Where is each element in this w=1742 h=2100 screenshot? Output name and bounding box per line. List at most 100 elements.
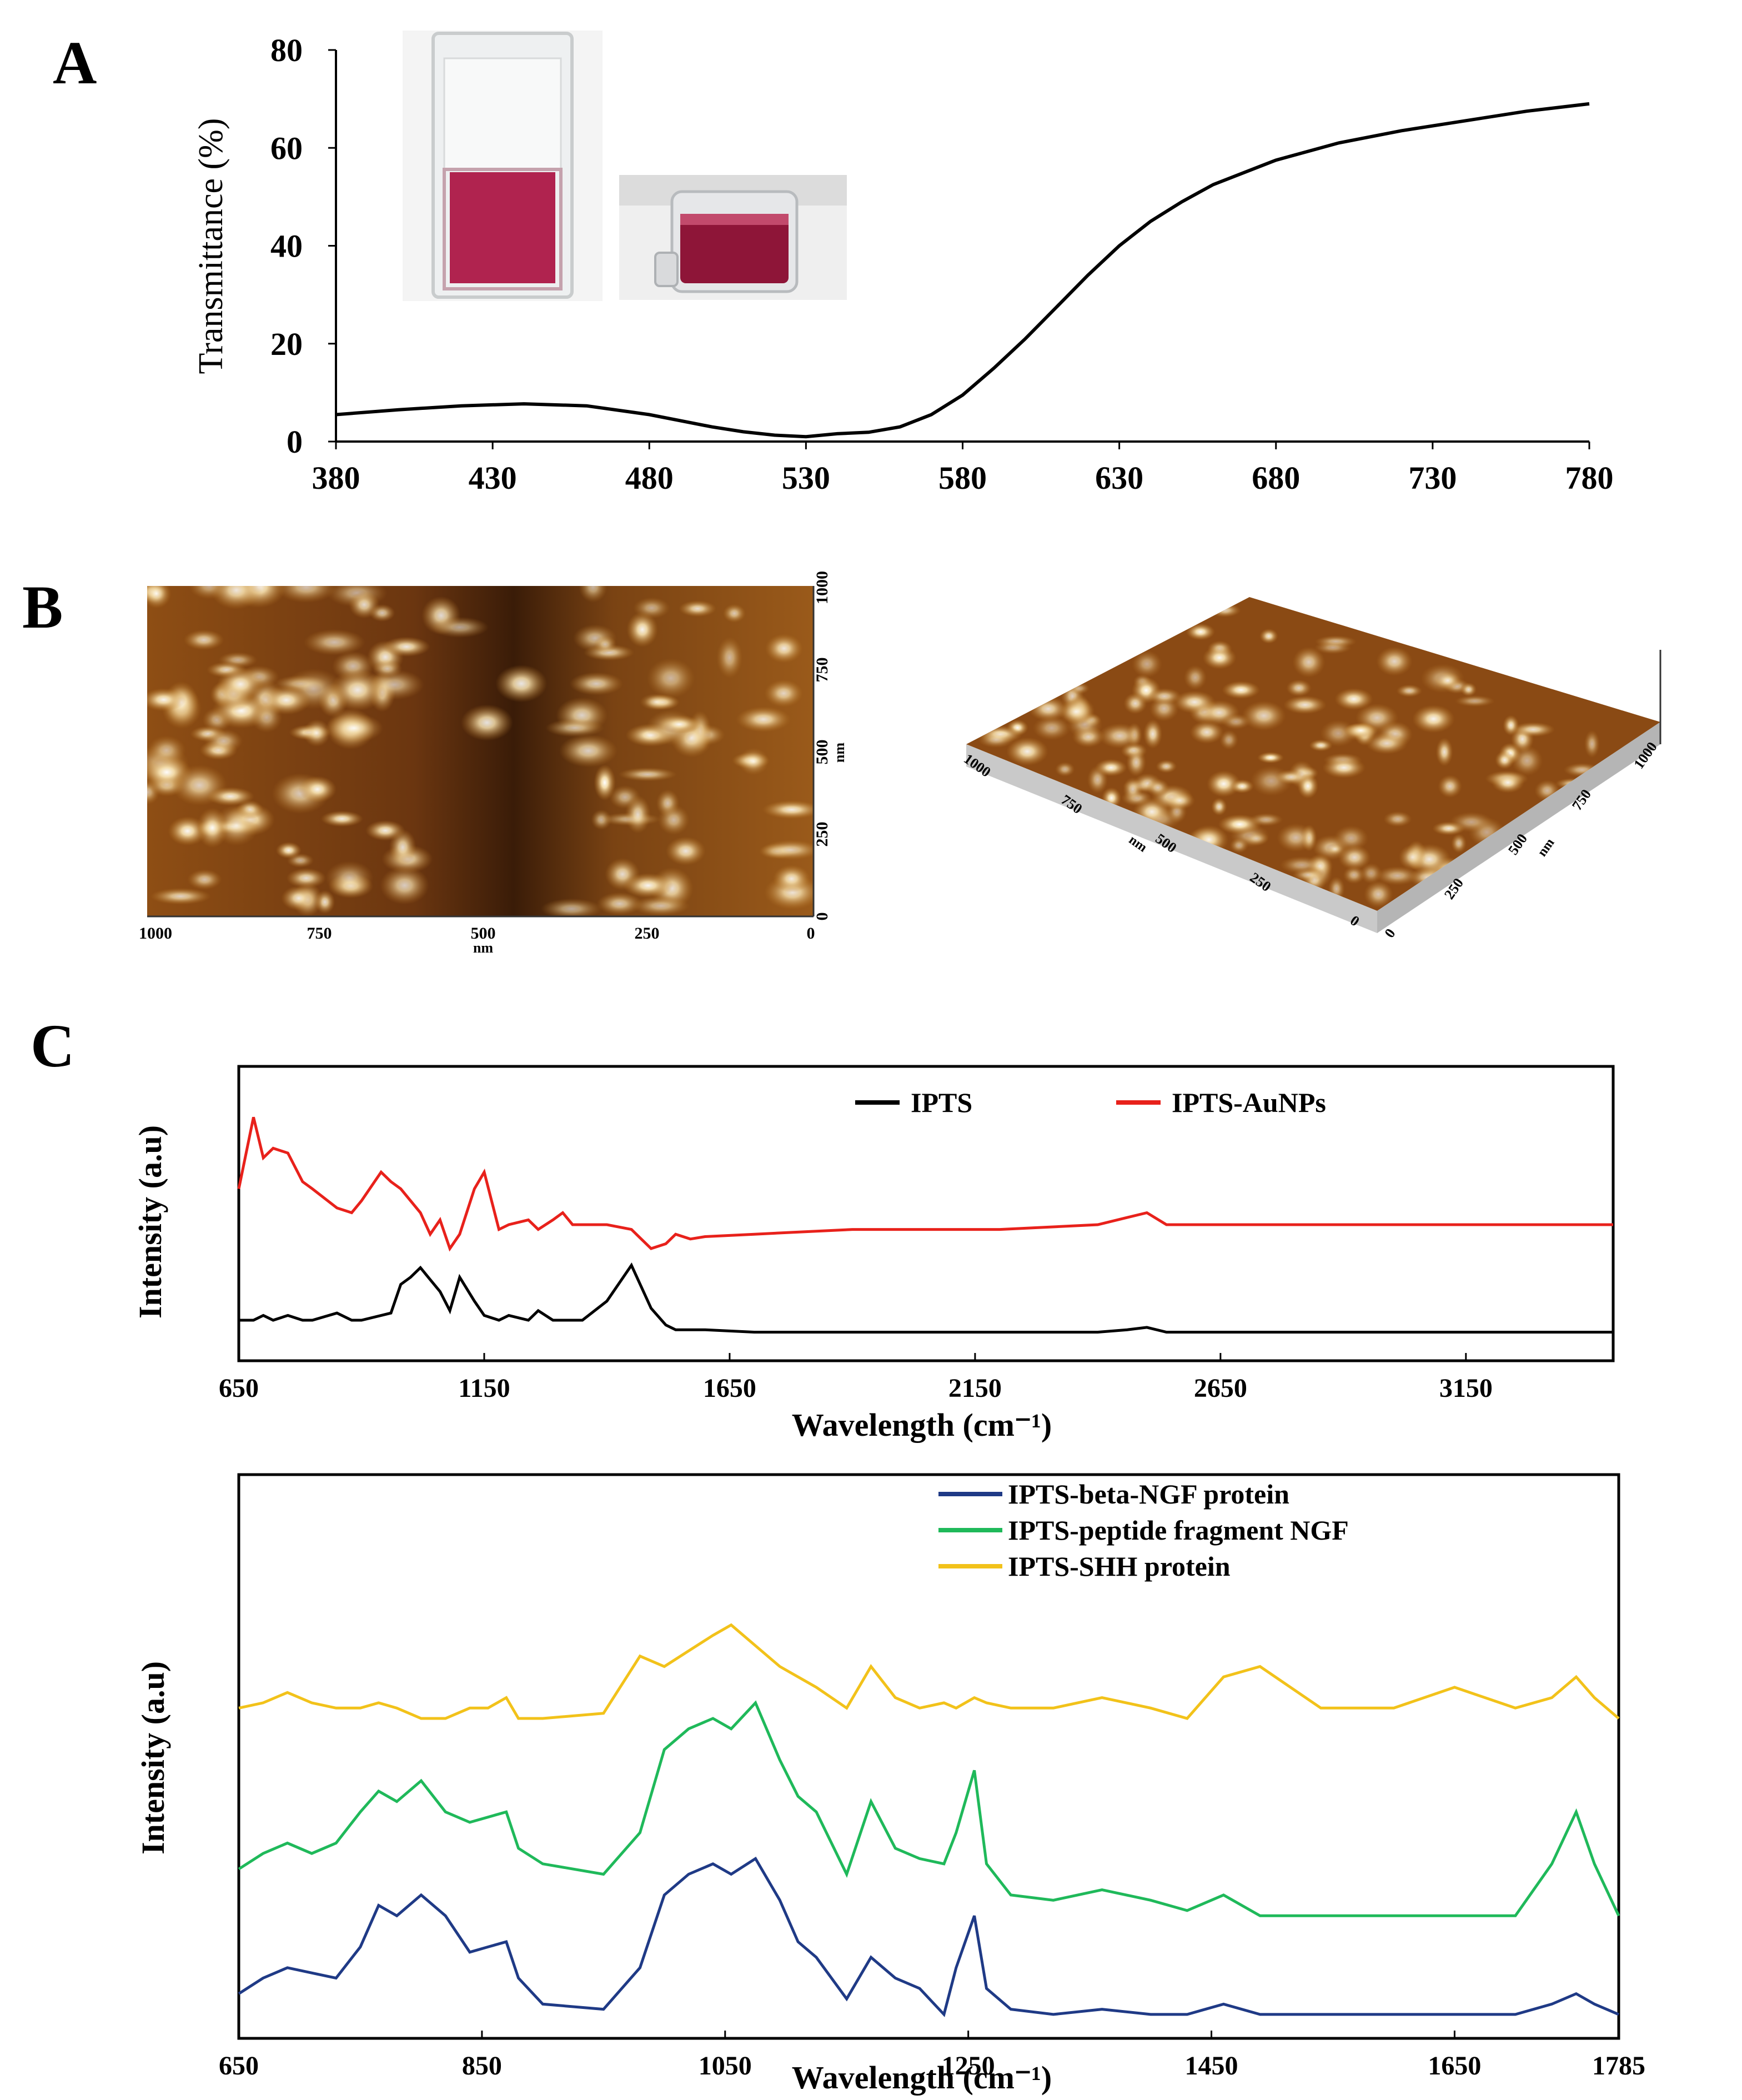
afm-2d-xunit: nm xyxy=(473,940,493,956)
afm-3d-grain xyxy=(1343,866,1366,884)
afm-3d-grain xyxy=(1434,671,1462,690)
panel-a-ytick-label: 20 xyxy=(270,326,303,362)
afm-3d-grain xyxy=(1314,641,1352,654)
afm-grain xyxy=(320,810,364,827)
afm-3d-grain xyxy=(1219,730,1239,750)
afm-2d-xtick: 250 xyxy=(635,924,660,943)
c2-xtick-label: 1450 xyxy=(1185,2051,1238,2081)
afm-3d-grain xyxy=(1183,665,1207,690)
afm-2d-yunit: nm xyxy=(831,743,847,763)
transmittance-curve xyxy=(335,102,1590,439)
afm-grain xyxy=(204,729,243,754)
afm-3d-grain xyxy=(1503,715,1519,736)
panel-c2-ylabel: Intensity (a.u) xyxy=(135,1661,171,1855)
afm-grain xyxy=(657,715,701,734)
panel-a-xtick-label: 580 xyxy=(938,460,987,496)
panel-c2-chart: 650 850 1050 1250 1450 1650 1785 Intensity (a.… xyxy=(135,1473,1645,2096)
afm-grain xyxy=(632,896,690,916)
afm-grain xyxy=(625,795,651,834)
afm-grain xyxy=(187,869,222,890)
panel-a-xtick-label: 480 xyxy=(625,460,674,496)
afm-grain xyxy=(275,841,302,859)
c1-xtick-label: 1650 xyxy=(703,1374,756,1403)
legend-label-shh: IPTS-SHH protein xyxy=(1008,1551,1231,1582)
c2-xtick-label: 1250 xyxy=(942,2051,995,2081)
afm-grain xyxy=(298,776,337,803)
afm-3d-grain xyxy=(1249,813,1283,826)
series-beta-ngf xyxy=(238,1856,1619,2017)
afm-3d-grain xyxy=(1283,695,1327,714)
afm-3d-grain xyxy=(1173,690,1216,714)
afm-2d-ytick: 250 xyxy=(813,822,831,847)
panel-c2-legend: IPTS-beta-NGF protein IPTS-peptide fragm… xyxy=(938,1478,1349,1582)
panel-c1-legend: IPTS IPTS-AuNPs xyxy=(855,1087,1326,1118)
panel-a-ytick-label: 40 xyxy=(270,228,303,264)
afm-grain xyxy=(772,865,811,893)
afm-3d-grain xyxy=(1222,680,1261,699)
afm-3d-grain xyxy=(1511,722,1555,737)
panel-a-ytick-label: 0 xyxy=(287,424,303,460)
afm-3d-grain xyxy=(1454,695,1495,707)
afm-grain xyxy=(147,586,172,609)
afm-3d-grain xyxy=(1396,684,1423,698)
afm-3d-grain xyxy=(1292,646,1326,678)
afm-3d-grain xyxy=(1207,770,1241,798)
afm-grain xyxy=(579,586,608,603)
legend-label-peptide-ngf: IPTS-peptide fragment NGF xyxy=(1008,1515,1349,1546)
afm-grain xyxy=(325,861,374,895)
afm-3d-grain xyxy=(1274,769,1308,785)
afm-grain xyxy=(330,669,385,711)
panel-label-b: B xyxy=(22,573,63,641)
afm-grain xyxy=(380,866,429,905)
afm-grain xyxy=(540,898,603,916)
panel-a-xtick-label: 680 xyxy=(1252,460,1300,496)
series-peptide-ngf xyxy=(238,1700,1620,1917)
panel-a-xtick-label: 630 xyxy=(1095,460,1143,496)
afm-3d-grain xyxy=(1438,774,1462,798)
afm-grain xyxy=(372,659,403,678)
afm-3d-grain xyxy=(1412,705,1455,733)
afm-grain xyxy=(633,597,670,619)
panel-label-a: A xyxy=(53,29,97,97)
afm-grain xyxy=(640,693,672,711)
afm-3d-grain xyxy=(1230,779,1254,794)
afm-3d-grain xyxy=(1492,772,1525,793)
afm-grain xyxy=(210,586,262,610)
panel-a-ylabel: Transmittance (%) xyxy=(192,118,230,374)
afm-2d-ytick: 750 xyxy=(813,658,831,683)
afm-grain xyxy=(495,665,548,703)
afm-3d-grain xyxy=(977,731,1015,748)
afm-3d-grain xyxy=(1259,628,1278,644)
afm-3d-grain xyxy=(1449,811,1494,833)
c1-xtick-label: 2650 xyxy=(1194,1374,1247,1403)
afm-3d-grain xyxy=(1229,838,1249,854)
afm-grain xyxy=(286,868,327,889)
panel-a-xtick-label: 780 xyxy=(1565,460,1614,496)
afm-grain xyxy=(389,829,416,866)
panel-label-c: C xyxy=(31,1012,74,1080)
c2-xtick-label: 650 xyxy=(219,2051,259,2081)
afm-3d-grain xyxy=(1098,723,1141,749)
afm-grain xyxy=(594,764,616,801)
afm-2d-xtick: 1000 xyxy=(139,924,172,943)
afm-3d-grain xyxy=(1156,759,1177,773)
afm-2d-ytick: 500 xyxy=(813,740,831,765)
afm-grain xyxy=(765,634,803,663)
afm-2d-ytick: 0 xyxy=(813,913,831,921)
panel-c1-xlabel: Wavelength (cm⁻¹) xyxy=(792,1407,1052,1443)
afm-grain xyxy=(679,600,717,617)
afm-grain xyxy=(736,706,791,733)
afm-3d-grain xyxy=(1435,737,1453,766)
afm-3d-grain xyxy=(1495,750,1515,770)
afm-grain xyxy=(325,713,384,743)
afm-grain xyxy=(183,629,224,650)
afm-grain xyxy=(303,629,365,655)
afm-3d-grain xyxy=(1028,696,1068,721)
afm-grain xyxy=(150,888,211,905)
afm-grain xyxy=(764,679,803,708)
c2-xtick-label: 1050 xyxy=(699,2051,752,2081)
afm-grain xyxy=(147,688,186,711)
legend-label-ipts-aunps: IPTS-AuNPs xyxy=(1172,1087,1326,1118)
afm-3d-right-unit: nm xyxy=(1535,836,1557,859)
